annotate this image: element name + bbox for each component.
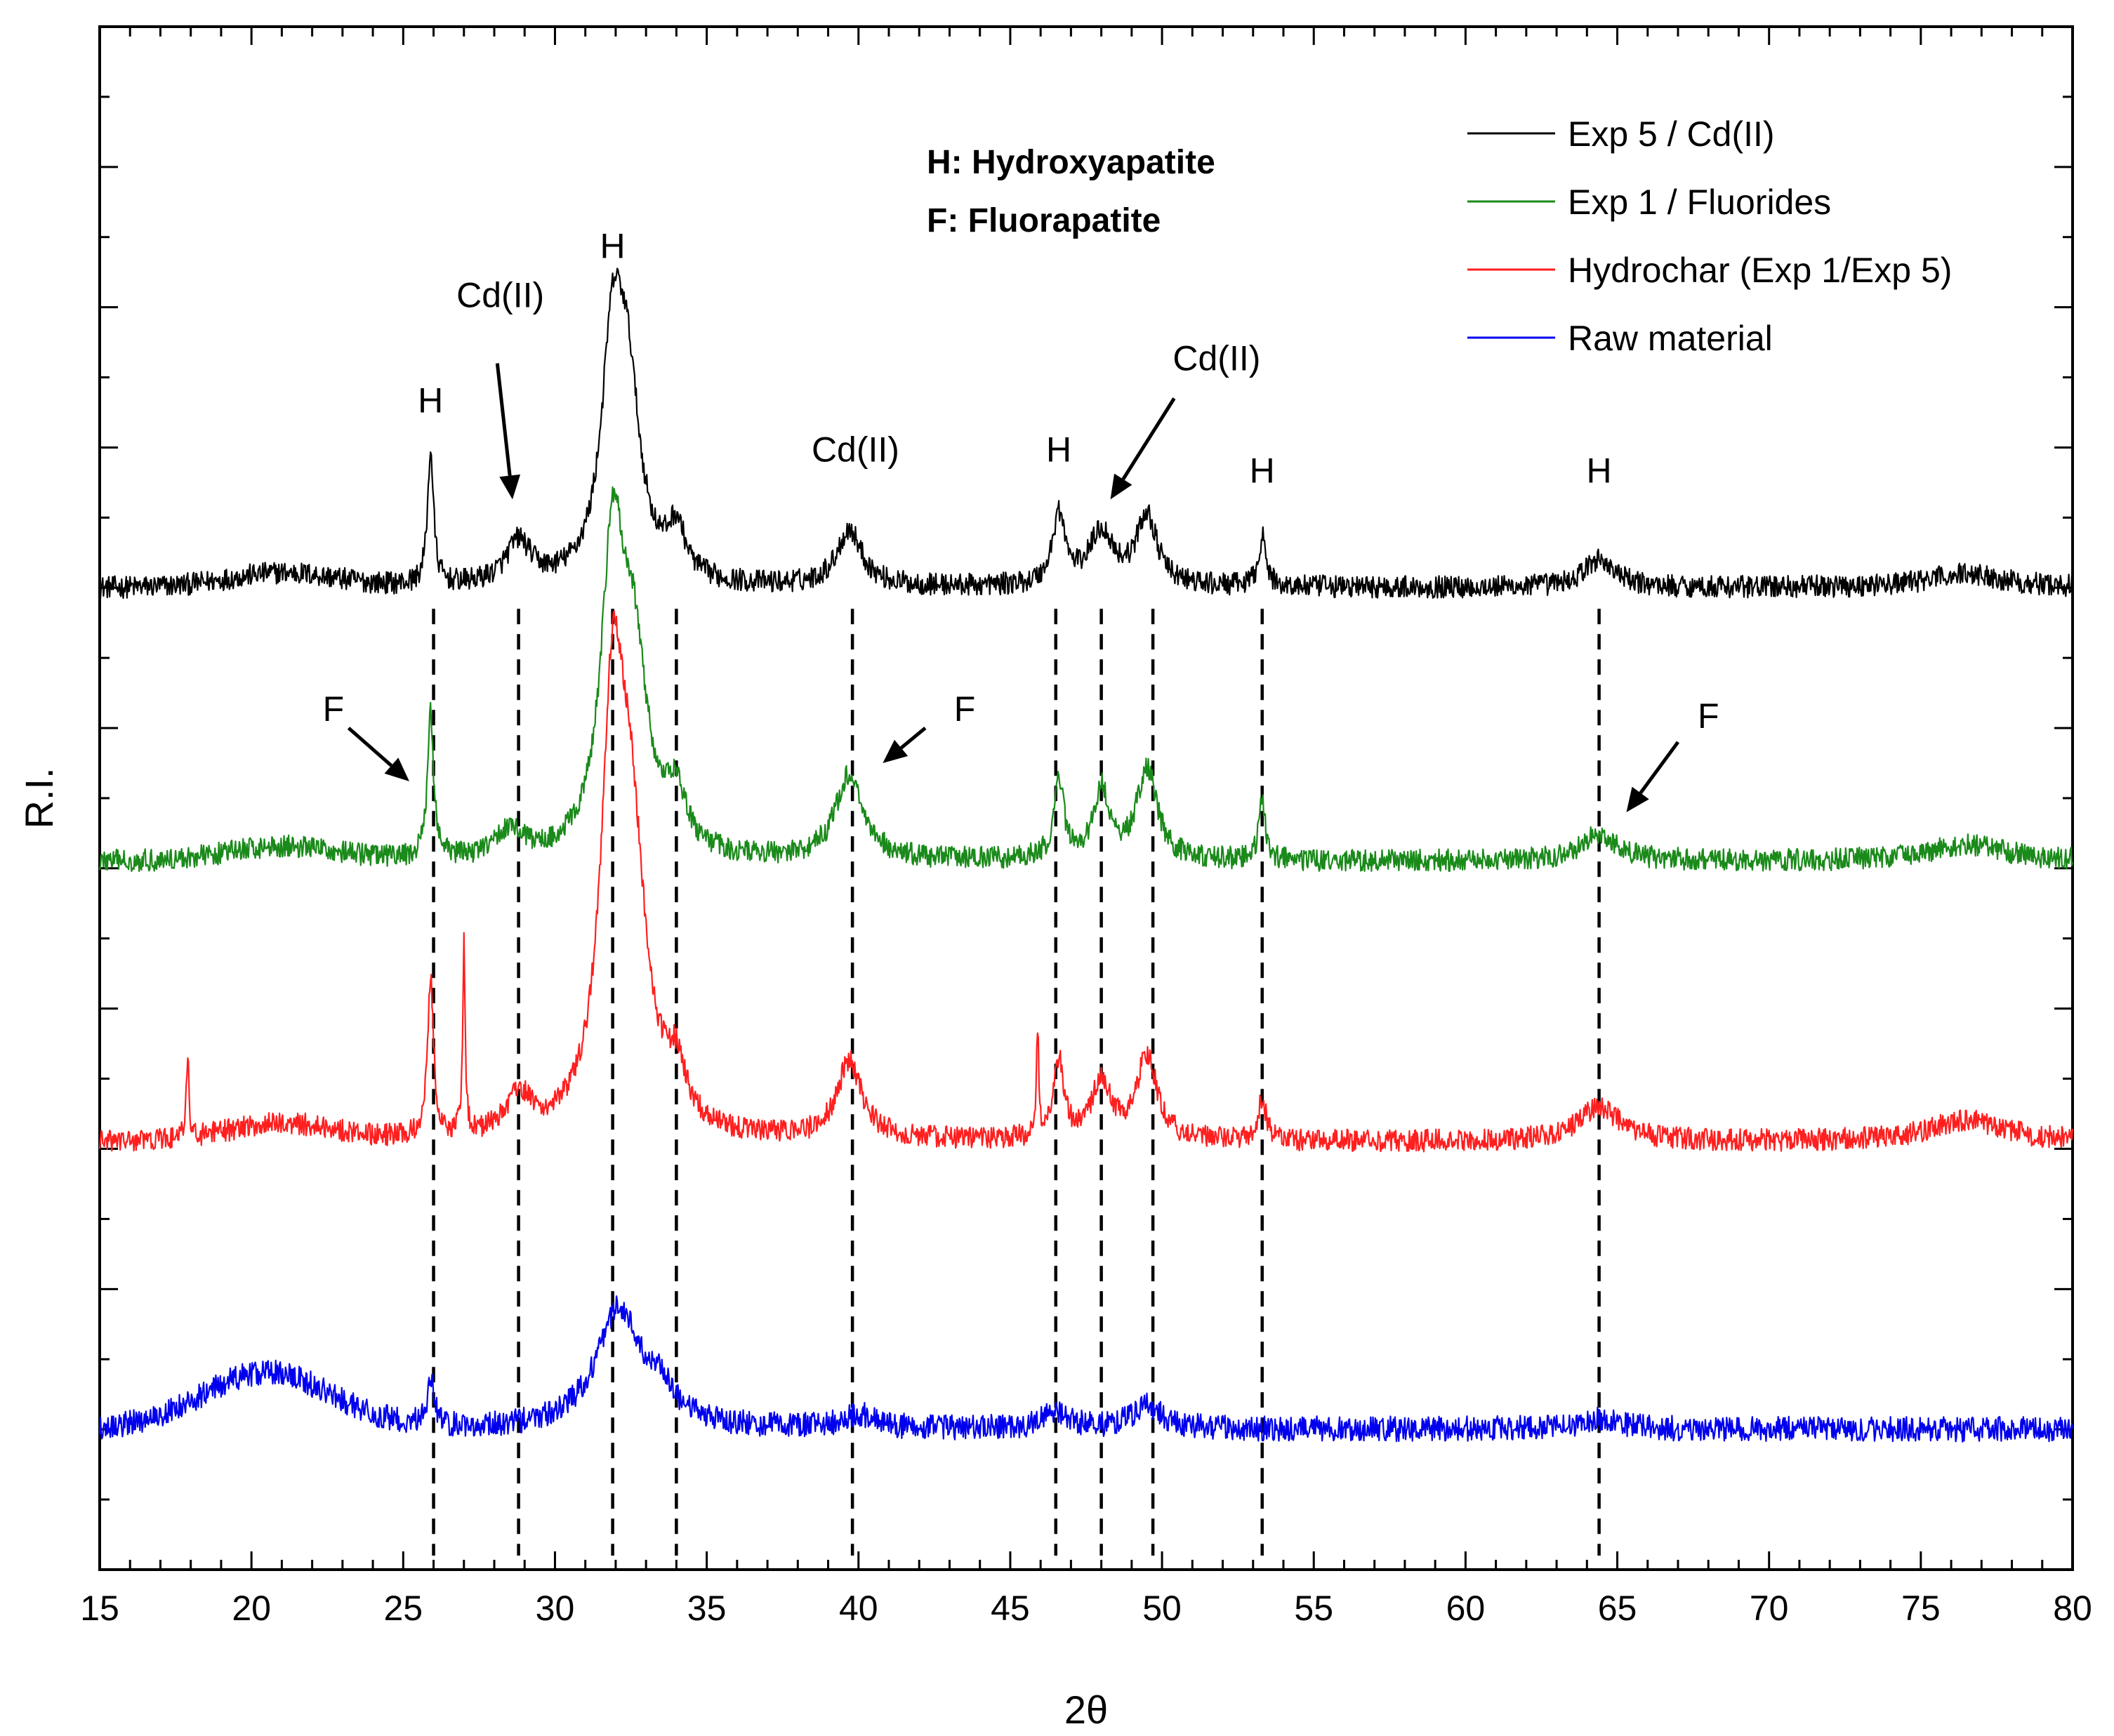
arrow-head: [1110, 473, 1132, 500]
annotation-arrow: [495, 363, 512, 476]
definitions-box: H: Hydroxyapatite F: Fluorapatite: [927, 144, 1215, 239]
x-tick-label: 40: [839, 1589, 878, 1628]
peak-label: F: [1698, 696, 1719, 736]
legend: Exp 5 / Cd(II) Exp 1 / Fluorides Hydroch…: [1467, 114, 1952, 358]
x-tick-label: 80: [2053, 1589, 2092, 1628]
legend-label-hydrochar: Hydrochar (Exp 1/Exp 5): [1568, 251, 1952, 290]
peak-label: H: [600, 227, 626, 266]
annotation-arrow: [1639, 741, 1680, 795]
x-tick-label: 65: [1598, 1589, 1637, 1628]
arrow-head: [499, 474, 521, 500]
definition-hydroxyapatite: H: Hydroxyapatite: [927, 144, 1215, 181]
peak-label: H: [1046, 430, 1071, 469]
peak-label: Cd(II): [456, 276, 544, 315]
peak-label: Cd(II): [1172, 339, 1260, 378]
peak-label: F: [323, 689, 345, 729]
axis-ticks: 15 20 25 30 35 40 45 50 55 60 65 70 75 80: [80, 25, 2092, 1628]
annotation-arrow: [347, 727, 393, 767]
legend-label-exp1: Exp 1 / Fluorides: [1568, 183, 1831, 222]
x-tick-label: 75: [1901, 1589, 1941, 1628]
x-tick-label: 50: [1142, 1589, 1182, 1628]
arrow-head: [883, 739, 909, 764]
peak-label: H: [1587, 451, 1612, 490]
x-tick-label: 60: [1446, 1589, 1486, 1628]
x-tick-label: 55: [1294, 1589, 1333, 1628]
series-layer: [98, 267, 2074, 1443]
peak-label: H: [1250, 451, 1275, 490]
arrow-head: [1626, 786, 1649, 812]
y-axis-title: R.I.: [17, 767, 61, 828]
reference-lines: [432, 609, 1601, 1556]
peak-label: F: [954, 689, 976, 729]
definition-fluorapatite: F: Fluorapatite: [927, 202, 1161, 239]
x-tick-label: 45: [991, 1589, 1030, 1628]
x-axis-title: 2θ: [1064, 1688, 1108, 1732]
series-line: [98, 1295, 2074, 1443]
x-tick-label: 25: [383, 1589, 423, 1628]
arrow-head: [384, 757, 409, 782]
peak-label: H: [418, 381, 443, 420]
x-tick-label: 35: [687, 1589, 727, 1628]
series-line: [98, 486, 2074, 873]
x-tick-label: 30: [536, 1589, 575, 1628]
annotation-arrow: [1121, 397, 1176, 480]
annotation-layer: H Cd(II) H Cd(II) H Cd(II) H H F F F: [323, 227, 1719, 812]
annotation-arrow: [899, 727, 927, 750]
series-line: [98, 610, 2074, 1153]
x-tick-label: 70: [1750, 1589, 1789, 1628]
x-tick-label: 20: [232, 1589, 271, 1628]
peak-label: Cd(II): [812, 430, 899, 469]
x-tick-label: 15: [80, 1589, 119, 1628]
legend-label-exp5: Exp 5 / Cd(II): [1568, 114, 1775, 154]
legend-label-raw: Raw material: [1568, 319, 1773, 358]
series-line: [99, 267, 2074, 599]
